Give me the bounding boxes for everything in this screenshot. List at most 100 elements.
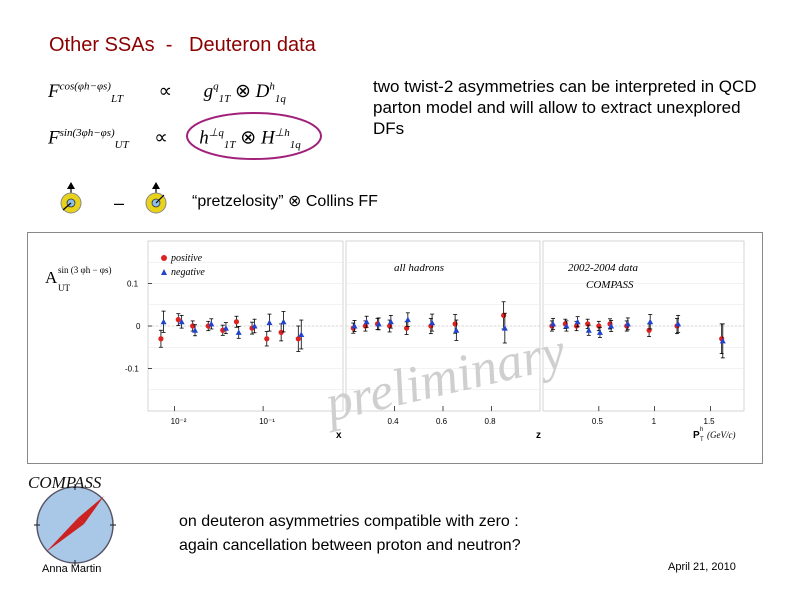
- x-axis-label-0: x: [336, 430, 342, 441]
- formula-cos-lhs-sub: LT: [110, 92, 123, 105]
- x-tick-label: 0.8: [485, 417, 497, 426]
- x-tick-label: 1: [652, 417, 657, 426]
- data-point-positive: [278, 329, 284, 335]
- data-point-positive: [264, 336, 270, 342]
- data-point-negative: [351, 323, 358, 329]
- formula-sin-op: ⊗: [240, 127, 257, 149]
- data-point-negative: [208, 320, 215, 327]
- formula-sin-lhs-sup: sin(3φh−φs): [59, 127, 115, 139]
- data-point-negative: [574, 318, 581, 325]
- x-tick-label: 1.5: [704, 417, 716, 426]
- legend-marker-positive: [161, 255, 167, 261]
- data-point-negative: [160, 318, 167, 325]
- spin-ball-left-icon: [60, 182, 82, 214]
- data-point-negative: [222, 325, 229, 331]
- formula-sin-rhs: h: [199, 127, 209, 149]
- y-axis-label-sub: UT: [58, 283, 70, 293]
- x-axis-label-sup: h: [700, 427, 703, 433]
- pretzelosity-line: “pretzelosity” ⊗ Collins FF: [192, 193, 378, 210]
- asymmetry-plot: 0.1 0 -0.1 A sin (3 φh − φs) UT positive negati…: [45, 240, 745, 443]
- x-tick-label: 0.5: [592, 417, 604, 426]
- formula-cos-rel: ∝: [158, 81, 173, 102]
- data-point-positive: [452, 321, 458, 327]
- data-point-positive: [190, 323, 196, 329]
- data-point-positive: [404, 325, 410, 331]
- formula-sin-rel: ∝: [154, 127, 168, 149]
- x-axis-label-sub: T: [700, 437, 704, 443]
- data-point-positive: [646, 327, 652, 333]
- formula-cos: Fcos(φh−φs)LT ∝ gq1T ⊗ Dh1q: [48, 80, 286, 105]
- spin-illustration: [60, 182, 167, 214]
- formula-sin-lhs-sub: UT: [114, 139, 129, 152]
- data-point-negative: [266, 319, 273, 326]
- formula-sin-lhs: F: [48, 127, 60, 149]
- formula-sin-rhs-sup: ⊥q: [208, 127, 224, 139]
- highlight-oval: [186, 112, 322, 160]
- x-tick-label: 10⁻²: [171, 417, 187, 426]
- data-point-negative: [387, 318, 394, 325]
- formula-cos-op: ⊗: [234, 81, 251, 102]
- data-point-negative: [675, 320, 682, 327]
- formula-cos-lhs: F: [48, 81, 60, 102]
- x-axis-label-2: P: [693, 430, 700, 441]
- data-point-negative: [429, 319, 436, 326]
- conclusion-text: on deuteron asymmetries compatible with …: [179, 510, 639, 558]
- formula-sin-rhs2: H: [260, 127, 275, 149]
- conclusion-line-2: again cancellation between proton and ne…: [179, 537, 521, 554]
- formula-cos-rhs-sub: 1T: [218, 92, 231, 105]
- compass-logo: COMPASS: [28, 473, 116, 566]
- x-axis-label-1: z: [536, 430, 541, 441]
- data-point-negative: [404, 316, 411, 323]
- legend-label-negative: negative: [171, 267, 205, 278]
- data-point-negative: [647, 318, 654, 325]
- x-tick-label: 0.6: [436, 417, 448, 426]
- data-point-negative: [596, 329, 603, 335]
- x-axis-unit: (GeV/c): [707, 430, 735, 440]
- data-point-positive: [175, 317, 181, 323]
- data-point-negative: [375, 320, 382, 327]
- formula-cos-rhs-sup: q: [213, 80, 219, 93]
- conclusion-line-1: on deuteron asymmetries compatible with …: [179, 513, 519, 530]
- y-axis-label-sup: sin (3 φh − φs): [58, 265, 111, 275]
- formula-cos-lhs-sup: cos(φh−φs): [59, 80, 111, 93]
- spin-ball-right-icon: [145, 182, 167, 214]
- formula-sin-rhs-sub: 1T: [223, 139, 236, 152]
- data-point-negative: [453, 327, 460, 333]
- formula-cos-rhs2-sub: 1q: [274, 92, 286, 105]
- author-name: Anna Martin: [42, 563, 102, 575]
- data-point-negative: [585, 327, 592, 333]
- data-point-negative: [719, 337, 726, 344]
- formula-sin-rhs2-sup: ⊥h: [274, 127, 290, 139]
- compass-arrow-icon: [46, 518, 84, 552]
- data-point-negative: [501, 325, 508, 331]
- annotation-data-years: 2002-2004 data: [568, 262, 638, 274]
- compass-logo-text: COMPASS: [28, 473, 102, 492]
- annotation-compass: COMPASS: [586, 279, 634, 291]
- data-point-negative: [550, 320, 557, 327]
- formula-sin: Fsin(3φh−φs)UT ∝ h⊥q1T ⊗ H⊥h1q: [48, 126, 301, 151]
- spin-minus-sign: –: [114, 193, 125, 213]
- data-point-positive: [596, 323, 602, 329]
- formula-cos-rhs: g: [203, 81, 214, 102]
- data-point-negative: [178, 318, 185, 325]
- data-point-negative: [251, 323, 258, 329]
- slide-title: Other SSAs - Deuteron data: [49, 34, 316, 56]
- formula-cos-rhs2: D: [255, 81, 270, 102]
- data-point-positive: [233, 319, 240, 325]
- x-tick-label: 0.4: [388, 417, 400, 426]
- data-point-negative: [608, 323, 615, 329]
- y-tick-label: -0.1: [125, 365, 139, 374]
- data-point-negative: [563, 323, 570, 329]
- data-point-negative: [624, 320, 631, 327]
- data-point-negative: [363, 318, 370, 325]
- y-tick-label: 0: [136, 322, 141, 331]
- legend-marker-negative: [161, 269, 167, 275]
- data-point-positive: [295, 336, 301, 342]
- formula-sin-rhs2-sub: 1q: [289, 139, 301, 152]
- formula-cos-rhs2-sup: h: [269, 80, 275, 93]
- y-axis-label: A: [45, 268, 58, 287]
- data-point-negative: [235, 329, 242, 335]
- slide-date: April 21, 2010: [668, 561, 736, 573]
- y-tick-label: 0.1: [127, 280, 139, 289]
